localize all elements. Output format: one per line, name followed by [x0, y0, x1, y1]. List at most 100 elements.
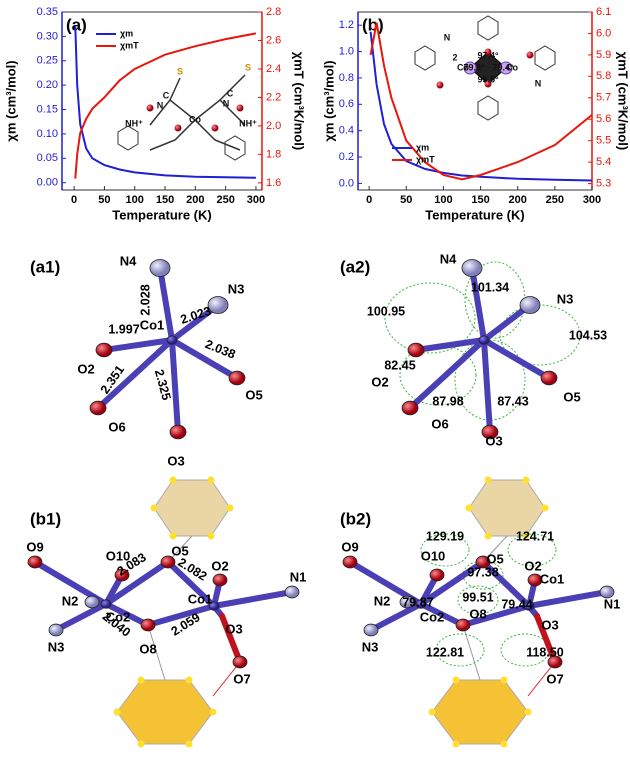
bond-length: 2.082: [175, 555, 209, 583]
panel-label: (a): [66, 15, 87, 34]
angle-value: 79.44: [501, 597, 532, 611]
inset-label: N: [535, 78, 542, 88]
angle-value: 101.34: [471, 280, 509, 294]
bond-length: 2.325: [152, 368, 174, 402]
ring: [477, 95, 499, 121]
y-tick-label: 0.20: [37, 79, 58, 91]
atom-label: O6: [431, 416, 448, 431]
c-atom: [185, 676, 193, 684]
y2-tick-label: 5.8: [596, 70, 611, 82]
atom: [160, 555, 176, 569]
inset-label: S: [245, 62, 251, 72]
y2-tick-label: 2.4: [266, 63, 281, 75]
panel-label: (a1): [30, 257, 60, 276]
y-tick-label: 0.30: [37, 30, 58, 42]
y-tick-label: 0.2: [339, 151, 354, 163]
atom: [519, 296, 541, 314]
legend-label: χm: [416, 142, 429, 152]
atom-label: N4: [440, 251, 457, 266]
c-atom: [522, 532, 530, 540]
atom-label: O6: [108, 419, 125, 434]
y2-tick-label: 5.7: [596, 92, 611, 104]
ring: [477, 15, 499, 41]
y2-tick-label: 5.3: [596, 177, 611, 189]
y2-tick-label: 6.1: [596, 6, 611, 18]
atom: [475, 555, 491, 569]
y-tick-label: 0.25: [37, 55, 58, 67]
atom: [527, 573, 543, 587]
legend-label: χm: [120, 28, 133, 38]
bond: [53, 601, 109, 633]
bond: [149, 119, 196, 151]
co-atom: [463, 61, 477, 75]
atom-label: O5: [171, 543, 188, 558]
x-tick-label: 0: [71, 194, 77, 206]
x-tick-label: 200: [509, 194, 527, 206]
atom: [169, 424, 187, 440]
x-tick-label: 150: [471, 194, 489, 206]
bond: [368, 601, 424, 633]
atom-label: Co2: [106, 609, 131, 624]
series-line: [74, 26, 256, 179]
atom: [149, 259, 171, 277]
y2-tick-label: 6.0: [596, 27, 611, 39]
angle-arc: [454, 339, 526, 421]
atom-label: O10: [106, 548, 131, 563]
y2-axis-label: χmT (cm³K/mol): [292, 52, 307, 150]
bond: [165, 559, 217, 609]
ring: [534, 45, 556, 71]
x-tick-label: 50: [98, 194, 110, 206]
y-tick-label: 0.05: [37, 152, 58, 164]
c-atom: [169, 476, 177, 484]
bond: [469, 265, 487, 343]
c-atom: [207, 532, 215, 540]
atom: [455, 618, 471, 632]
atom: [363, 623, 379, 637]
y-axis-label: χm (cm³/mol): [3, 60, 18, 141]
c-atom: [207, 476, 215, 484]
panel-label: (b): [362, 15, 384, 34]
atom-label: O3: [485, 433, 502, 448]
ring: [117, 125, 139, 151]
y-tick-label: 0.0: [339, 177, 354, 189]
bond: [481, 337, 552, 381]
bond-length: 1.997: [108, 322, 139, 336]
x-tick-label: 150: [156, 194, 174, 206]
atom-label: O10: [421, 548, 446, 563]
atom-label: O5: [245, 387, 262, 402]
c-atom: [185, 740, 193, 748]
atom-label: O7: [546, 671, 563, 686]
y2-tick-label: 2.2: [266, 91, 281, 103]
bond: [103, 559, 171, 607]
y2-tick-label: 2.0: [266, 120, 281, 132]
atom: [481, 424, 499, 440]
atom: [89, 400, 107, 416]
x-tick-label: 100: [126, 194, 144, 206]
x-axis-label: Temperature (K): [112, 207, 211, 222]
atom-label: O8: [139, 641, 156, 656]
bond: [95, 337, 175, 411]
ring: [116, 679, 214, 745]
atom-label: O5: [486, 551, 503, 566]
bond: [480, 559, 532, 609]
atom-label: O3: [167, 453, 184, 468]
y-tick-label: 0.35: [37, 6, 58, 18]
atom: [212, 573, 228, 587]
legend-label: χmT: [120, 40, 139, 50]
inset-label: Co: [189, 114, 201, 124]
y2-tick-label: 5.5: [596, 135, 611, 147]
angle-arc: [435, 633, 485, 667]
inset-molecule: S SC CN NNH⁺ Co NH⁺: [117, 62, 257, 161]
angle-arc: [384, 282, 476, 354]
y-tick-label: 0.10: [37, 128, 58, 140]
atom: [540, 370, 558, 386]
x-tick-label: 300: [583, 194, 601, 206]
c-atom: [226, 504, 234, 512]
panel-label: (b2): [340, 509, 371, 528]
inset-label: N: [444, 32, 451, 42]
atom-label: O2: [524, 558, 541, 573]
bond: [169, 337, 181, 435]
atom: [523, 601, 535, 611]
y-tick-label: 1.0: [339, 45, 354, 57]
atom-label: N1: [290, 569, 307, 584]
